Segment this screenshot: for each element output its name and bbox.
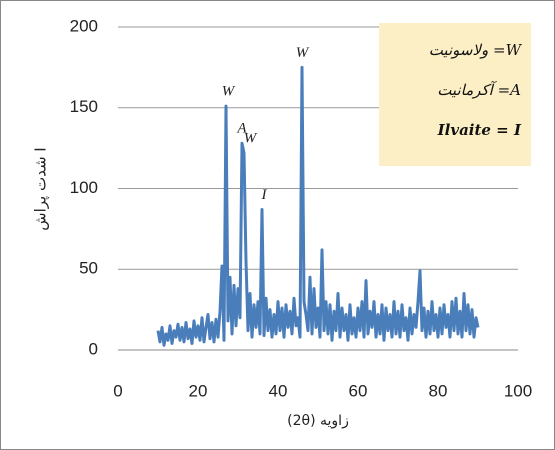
legend-entry: A= آکرمانیت xyxy=(437,81,521,99)
y-tick-label: 100 xyxy=(70,178,98,197)
x-tick-label: 40 xyxy=(269,381,288,400)
y-axis-label: شدت پراش I xyxy=(32,147,51,230)
legend: W= ولاسونیت A= آکرمانیت Ilvaite = I xyxy=(379,23,531,166)
annotation: I xyxy=(261,187,268,203)
y-tick-label: 150 xyxy=(70,97,98,116)
legend-entry: Ilvaite = I xyxy=(437,121,521,139)
x-tick-label: 0 xyxy=(113,381,122,400)
y-tick-label: 50 xyxy=(79,259,98,278)
y-tick-label: 200 xyxy=(70,16,98,35)
annotation: W xyxy=(244,130,258,146)
x-tick-label: 100 xyxy=(504,381,532,400)
y-tick-label: 0 xyxy=(89,339,98,358)
annotation: W xyxy=(222,84,236,100)
x-axis-label: زاویه (2θ) xyxy=(287,413,349,429)
annotation: A xyxy=(236,121,247,137)
x-tick-label: 20 xyxy=(189,381,208,400)
x-tick-label: 80 xyxy=(429,381,448,400)
annotation: W xyxy=(296,45,310,61)
data-line xyxy=(156,65,480,347)
x-tick-label: 60 xyxy=(349,381,368,400)
legend-entry: W= ولاسونیت xyxy=(428,41,521,59)
